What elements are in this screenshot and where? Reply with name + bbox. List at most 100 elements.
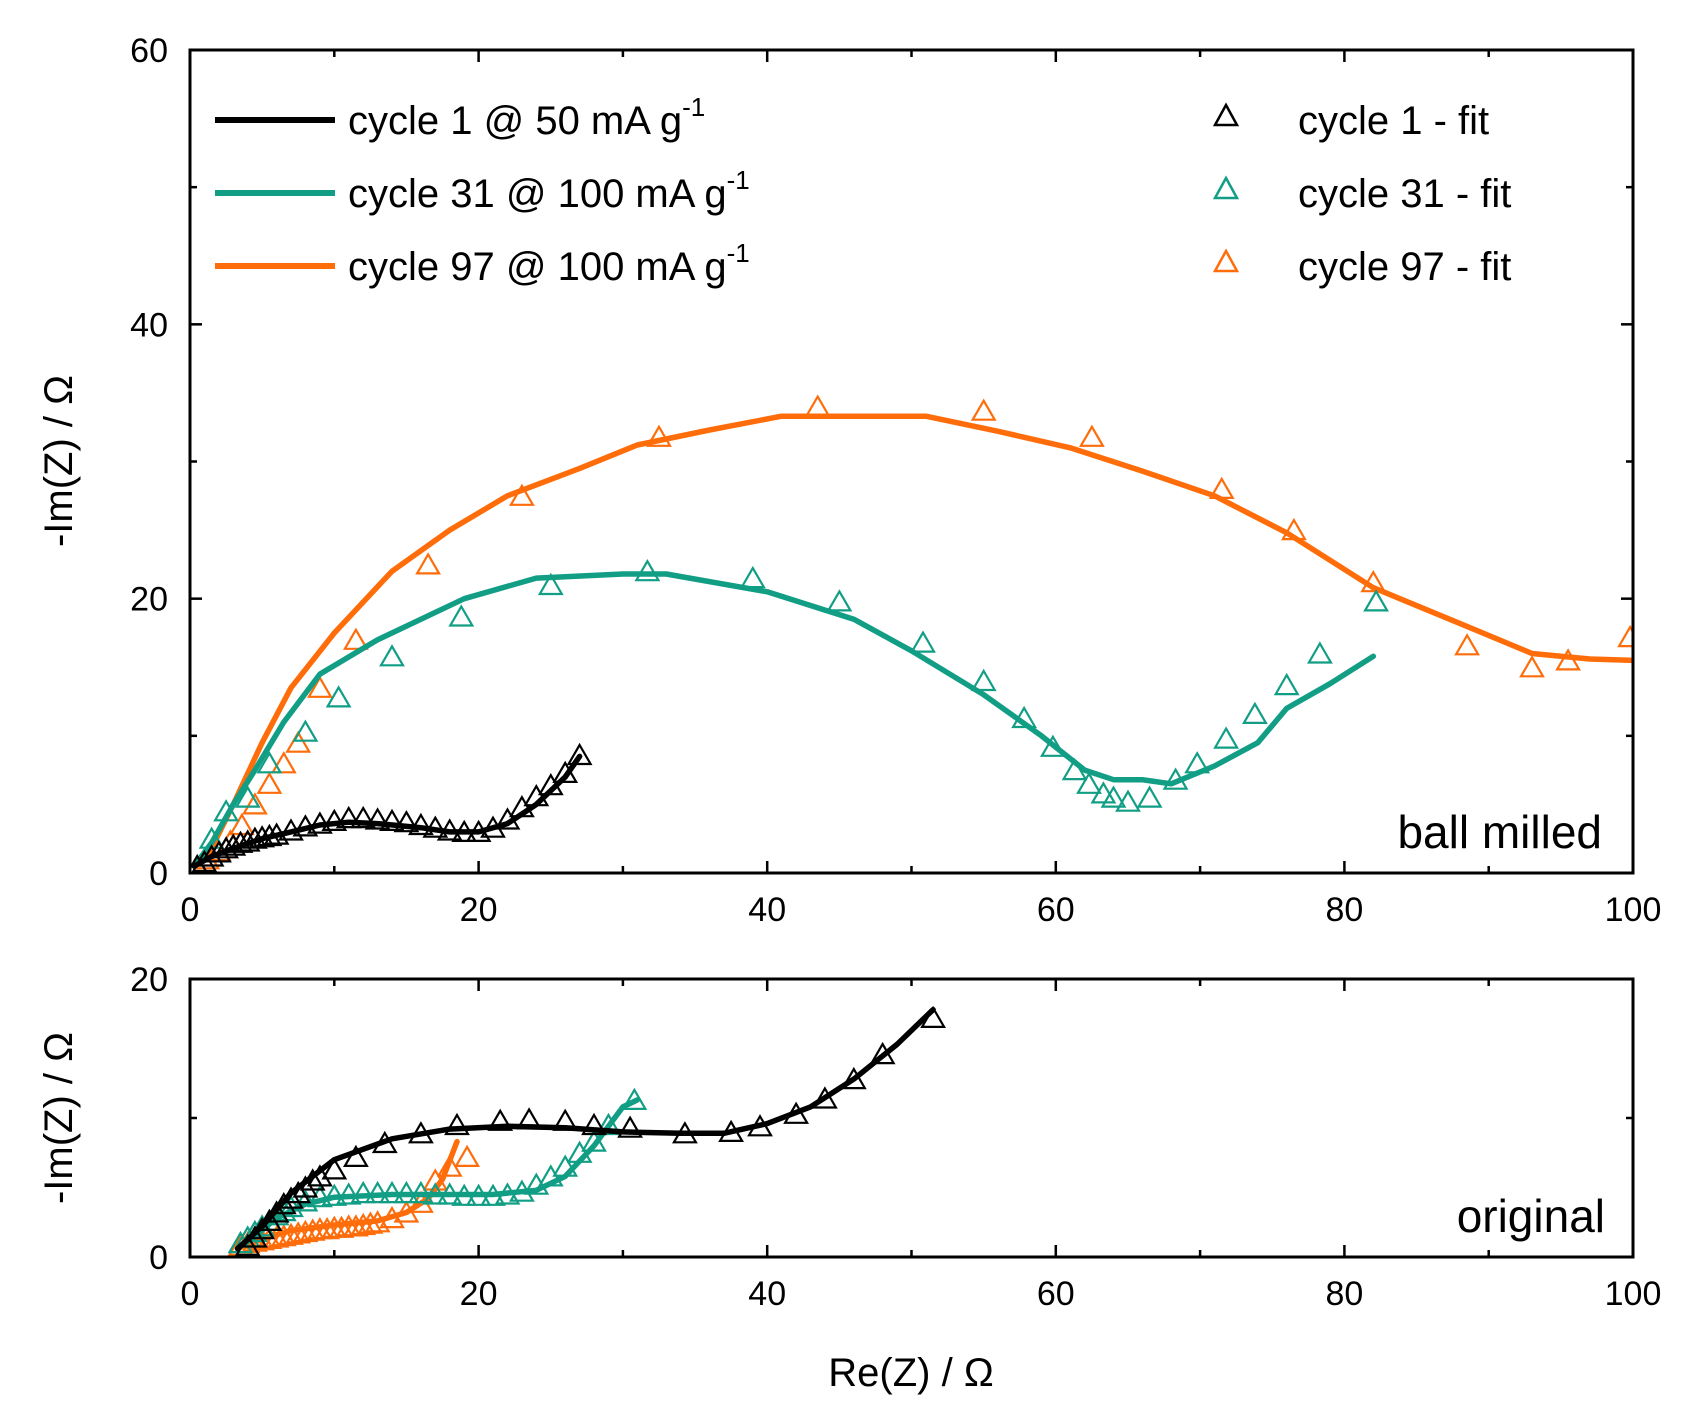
top-fit-point-cycle97 bbox=[1360, 570, 1387, 593]
top-fit-point-cycle97 bbox=[1519, 655, 1545, 678]
top-x-tick-label: 100 bbox=[1605, 891, 1662, 929]
bottom-fit-point-cycle97 bbox=[422, 1168, 449, 1191]
bottom-fit-point-cycle1 bbox=[407, 1121, 434, 1144]
top-fit-point-cycle97 bbox=[970, 398, 997, 421]
bottom-fit-point-cycle31 bbox=[407, 1180, 434, 1204]
legend-triangle-icon-cycle1 bbox=[1212, 102, 1240, 127]
bottom-plot-frame bbox=[188, 977, 1635, 1259]
top-fit-point-cycle97 bbox=[1078, 424, 1105, 447]
bottom-fit-point-cycle1 bbox=[487, 1108, 514, 1131]
top-fit-point-cycle31 bbox=[1061, 757, 1088, 781]
top-plot-area bbox=[190, 394, 1633, 873]
bottom-fit-point-cycle31 bbox=[249, 1214, 276, 1237]
top-y-tick-label: 40 bbox=[130, 306, 168, 344]
top-fit-point-cycle31 bbox=[213, 799, 240, 822]
bottom-fit-point-cycle1 bbox=[747, 1114, 773, 1137]
top-fit-point-cycle1 bbox=[494, 807, 521, 830]
bottom-fit-point-cycle1 bbox=[342, 1144, 369, 1167]
bottom-x-tick-label: 0 bbox=[181, 1275, 200, 1313]
legend-line-label-cycle31: cycle 31 @ 100 mA g-1 bbox=[348, 165, 750, 216]
top-x-tick-label: 20 bbox=[460, 891, 498, 929]
legend-marker-label-cycle31: cycle 31 - fit bbox=[1298, 172, 1511, 216]
top-fit-point-cycle1 bbox=[436, 818, 463, 841]
bottom-series-line-cycle31 bbox=[234, 1097, 641, 1252]
top-fit-point-cycle31 bbox=[537, 572, 564, 596]
top-fit-point-cycle31 bbox=[634, 559, 661, 582]
bottom-fit-point-cycle1 bbox=[371, 1130, 398, 1154]
top-series-line-cycle1 bbox=[191, 753, 583, 869]
top-fit-point-cycle1 bbox=[566, 742, 593, 766]
top-x-tick-label: 80 bbox=[1325, 891, 1363, 929]
bottom-fit-point-cycle31 bbox=[566, 1140, 593, 1163]
bottom-plot-area bbox=[227, 1005, 947, 1256]
top-fit-point-cycle97 bbox=[241, 792, 268, 815]
top-fit-point-cycle31 bbox=[1162, 767, 1189, 790]
bottom-fit-point-cycle1 bbox=[920, 1005, 947, 1028]
bottom-x-tick-label: 40 bbox=[748, 1275, 786, 1313]
top-fit-point-cycle31 bbox=[325, 685, 352, 708]
top-fit-point-cycle1 bbox=[552, 760, 579, 783]
bottom-fit-point-cycle1 bbox=[278, 1186, 304, 1209]
top-fit-point-cycle97 bbox=[342, 627, 369, 650]
top-fit-point-cycle97 bbox=[270, 751, 297, 774]
bottom-fit-point-cycle31 bbox=[523, 1172, 550, 1195]
bottom-fit-point-cycle1 bbox=[444, 1112, 470, 1136]
bottom-fit-point-cycle1 bbox=[299, 1168, 326, 1191]
bottom-fit-point-cycle1 bbox=[617, 1115, 644, 1138]
top-fit-point-cycle31 bbox=[1115, 789, 1141, 812]
bottom-fit-point-cycle1 bbox=[783, 1101, 810, 1124]
bottom-fit-point-cycle1 bbox=[811, 1086, 838, 1109]
top-fit-point-cycle1 bbox=[451, 819, 478, 842]
top-fit-point-cycle1 bbox=[537, 773, 564, 796]
bottom-fit-point-cycle97 bbox=[270, 1224, 297, 1247]
bottom-fit-point-cycle97 bbox=[263, 1225, 290, 1248]
panel-label-original: original bbox=[1457, 1190, 1605, 1242]
bottom-fit-point-cycle31 bbox=[350, 1180, 377, 1204]
top-fit-point-cycle31 bbox=[1241, 701, 1268, 724]
legend-triangle-icon-cycle97 bbox=[1212, 248, 1240, 273]
bottom-fit-point-cycle1 bbox=[869, 1041, 896, 1065]
top-fit-point-cycle31 bbox=[970, 668, 997, 692]
bottom-fit-point-cycle1 bbox=[581, 1112, 607, 1136]
bottom-fit-point-cycle97 bbox=[350, 1212, 377, 1236]
bottom-fit-point-cycle31 bbox=[494, 1182, 521, 1205]
bottom-fit-point-cycle1 bbox=[263, 1200, 290, 1223]
bottom-fit-point-cycle31 bbox=[581, 1129, 607, 1152]
bottom-fit-point-cycle1 bbox=[840, 1066, 867, 1090]
top-fit-point-cycle1 bbox=[256, 823, 283, 847]
bottom-fit-point-cycle31 bbox=[621, 1087, 648, 1110]
bottom-fit-point-cycle97 bbox=[454, 1144, 481, 1167]
bottom-fit-point-cycle31 bbox=[321, 1183, 348, 1206]
bottom-fit-point-cycle97 bbox=[278, 1222, 304, 1245]
bottom-fit-point-cycle97 bbox=[328, 1215, 355, 1238]
bottom-fit-point-cycle31 bbox=[393, 1180, 420, 1204]
top-x-tick-label: 0 bbox=[181, 891, 200, 929]
top-fit-point-cycle1 bbox=[292, 814, 319, 837]
top-fit-point-cycle31 bbox=[448, 604, 475, 627]
top-x-tick-label: 40 bbox=[748, 891, 786, 929]
top-fit-point-cycle97 bbox=[804, 394, 831, 417]
bottom-fit-point-cycle1 bbox=[241, 1225, 268, 1248]
bottom-fit-point-cycle1 bbox=[718, 1119, 745, 1142]
top-fit-point-cycle97 bbox=[1555, 648, 1582, 671]
top-fit-point-cycle97 bbox=[1454, 633, 1481, 656]
legend-line-label-cycle1: cycle 1 @ 50 mA g-1 bbox=[348, 92, 705, 143]
top-fit-point-cycle31 bbox=[1090, 781, 1117, 804]
bottom-x-tick-label: 60 bbox=[1037, 1275, 1075, 1313]
panel-original: 0 20 40 60 80 100 0 20 -Im(Z) / Ω Re(Z) / Ω ori… bbox=[37, 961, 1661, 1395]
top-fit-point-cycle31 bbox=[1076, 771, 1102, 794]
bottom-fit-point-cycle97 bbox=[342, 1214, 369, 1237]
bottom-fit-point-cycle97 bbox=[299, 1218, 326, 1241]
bottom-fit-point-cycle31 bbox=[451, 1183, 478, 1206]
bottom-fit-point-cycle31 bbox=[595, 1112, 622, 1136]
top-fit-point-cycle31 bbox=[292, 719, 319, 742]
bottom-fit-point-cycle1 bbox=[249, 1217, 276, 1240]
top-fit-point-cycle97 bbox=[646, 424, 672, 447]
bottom-y-axis-title: -Im(Z) / Ω bbox=[37, 1032, 81, 1204]
bottom-fit-point-cycle31 bbox=[436, 1182, 463, 1205]
legend-marker-entry-cycle31: cycle 31 - fit bbox=[1212, 172, 1511, 216]
top-fit-point-cycle1 bbox=[306, 811, 333, 834]
top-y-tick-label: 60 bbox=[130, 32, 168, 70]
panel-label-ball-milled: ball milled bbox=[1397, 806, 1602, 858]
